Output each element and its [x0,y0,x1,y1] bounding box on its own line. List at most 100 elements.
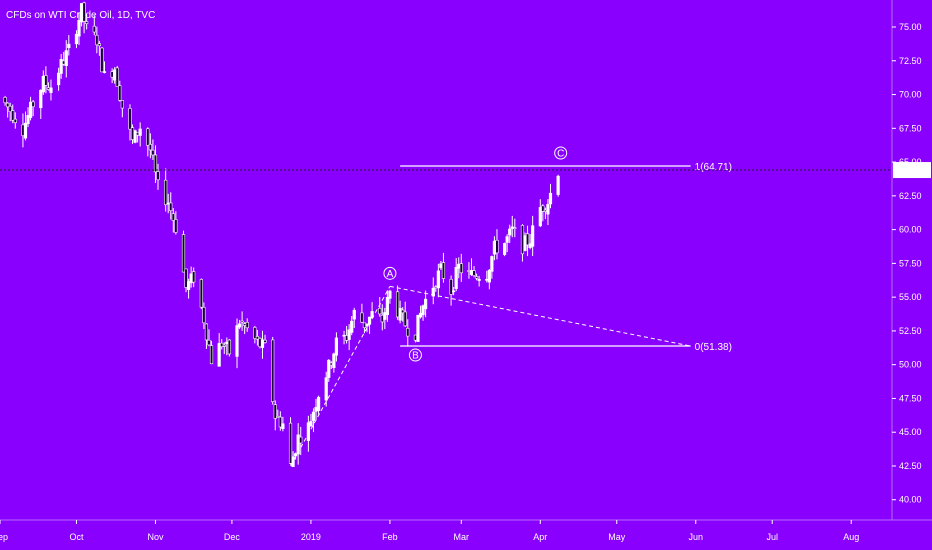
candle-body [316,396,321,411]
candle-body [62,60,66,65]
time-tick-label: Mar [454,532,470,542]
candle-body [487,269,491,283]
time-tick-label: Dec [224,532,241,542]
candle-body [189,273,193,284]
candle-body [237,323,242,328]
candle-body [44,75,48,86]
price-tick-label: 62.50 [899,191,922,201]
candle-body [281,423,285,430]
candle-body [474,276,479,279]
candle-body [128,108,132,130]
candle-body [531,225,535,247]
candle-body [342,334,346,337]
candle-body [296,434,300,455]
candle-body [115,67,119,87]
candle-body [138,128,142,136]
candle-body [59,59,63,74]
candle-body [398,307,402,321]
candle-body [235,325,239,357]
candle-body [495,239,499,254]
candle-body [49,87,53,93]
price-tick-label: 75.00 [899,22,922,32]
candle-body [85,21,89,24]
candle-body [255,336,260,340]
candle-body [403,311,407,327]
candle-body [113,69,117,81]
candle-body [8,105,12,112]
fib-level-label: 1(64.71) [695,162,732,173]
candle-body [243,323,247,326]
candle-body [26,115,30,124]
candle-body [360,312,364,323]
candle-body [395,291,400,318]
candle-body [439,263,443,269]
candle-body [271,339,275,402]
candle-body [222,344,226,347]
price-tick-label: 52.50 [899,326,922,336]
candle-body [92,25,96,33]
last-price-label: 64.41 [901,166,924,176]
candle-body [100,47,104,73]
candle-body [452,290,456,293]
candle-body [508,228,512,236]
candle-body [370,311,374,318]
candle-body [6,102,10,108]
candle-body [457,263,461,269]
time-tick-label: Apr [533,532,547,542]
candle-body [120,100,124,109]
price-tick-label: 67.50 [899,123,922,133]
price-tick-label: 55.00 [899,292,922,302]
candle-body [263,339,267,343]
candle-body [401,309,405,314]
candle-body [441,262,446,279]
wave-label-a: A [387,269,394,280]
price-tick-label: 72.50 [899,56,922,66]
candle-body [41,75,45,93]
candle-body [174,219,178,233]
candle-body [146,128,150,146]
candle-body [217,343,221,367]
candle-body [31,101,35,108]
candle-body [95,34,99,46]
candle-body [367,316,372,325]
candle-body [102,71,107,73]
candle-body [39,89,43,109]
candle-body [164,179,168,206]
candle-body [472,270,476,276]
candle-body [225,341,229,345]
candle-body [311,411,316,421]
candle-body [171,213,175,221]
price-tick-label: 60.00 [899,225,922,235]
candle-body [513,227,517,229]
candle-body [253,327,257,339]
candle-body [118,85,122,101]
candle-body [406,328,410,337]
candle-body [490,256,494,272]
candle-body [503,243,507,255]
candle-body [309,421,313,427]
candle-body [388,290,392,299]
candle-body [67,43,71,49]
candle-body [505,236,509,243]
wave-label-circle [554,146,568,160]
candle-body [416,314,420,342]
candle-body [378,307,382,315]
candle-body [334,337,339,356]
candle-body [13,118,17,124]
time-tick-label: Jun [689,532,704,542]
candle-body [207,339,211,346]
candle-body [294,453,298,457]
candle-body [413,334,418,341]
wave-label-circle [408,348,422,362]
candle-body [273,404,277,419]
price-tick-label: 42.50 [899,461,922,471]
candle-body [314,406,318,412]
candle-body [385,296,389,316]
candle-body [380,314,384,323]
candle-body [77,20,81,37]
candle-body [209,345,214,365]
candle-body [477,278,481,281]
candle-body [130,127,135,140]
